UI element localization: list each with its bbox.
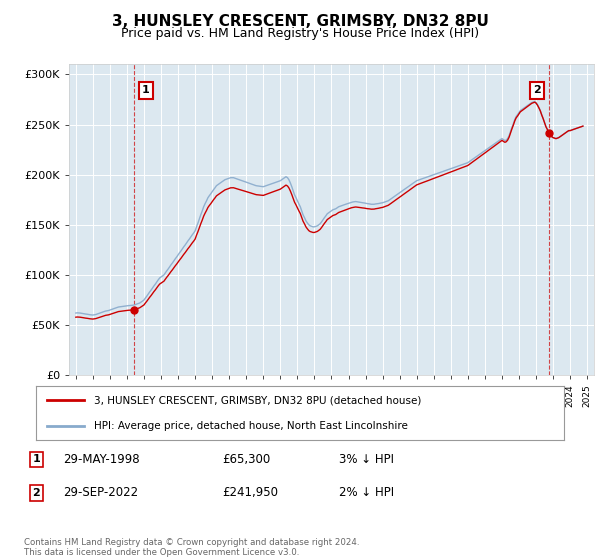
Text: 29-SEP-2022: 29-SEP-2022 (62, 486, 138, 500)
Text: 3% ↓ HPI: 3% ↓ HPI (338, 453, 394, 466)
Text: 2% ↓ HPI: 2% ↓ HPI (338, 486, 394, 500)
Text: 1: 1 (142, 86, 150, 95)
Text: HPI: Average price, detached house, North East Lincolnshire: HPI: Average price, detached house, Nort… (94, 421, 408, 431)
Text: £65,300: £65,300 (223, 453, 271, 466)
Text: Price paid vs. HM Land Registry's House Price Index (HPI): Price paid vs. HM Land Registry's House … (121, 27, 479, 40)
Text: £241,950: £241,950 (223, 486, 279, 500)
Text: 2: 2 (32, 488, 40, 498)
Text: 2: 2 (533, 86, 541, 95)
Text: Contains HM Land Registry data © Crown copyright and database right 2024.
This d: Contains HM Land Registry data © Crown c… (24, 538, 359, 557)
Text: 3, HUNSLEY CRESCENT, GRIMSBY, DN32 8PU: 3, HUNSLEY CRESCENT, GRIMSBY, DN32 8PU (112, 14, 488, 29)
Text: 29-MAY-1998: 29-MAY-1998 (62, 453, 139, 466)
Text: 1: 1 (32, 454, 40, 464)
Text: 3, HUNSLEY CRESCENT, GRIMSBY, DN32 8PU (detached house): 3, HUNSLEY CRESCENT, GRIMSBY, DN32 8PU (… (94, 395, 421, 405)
